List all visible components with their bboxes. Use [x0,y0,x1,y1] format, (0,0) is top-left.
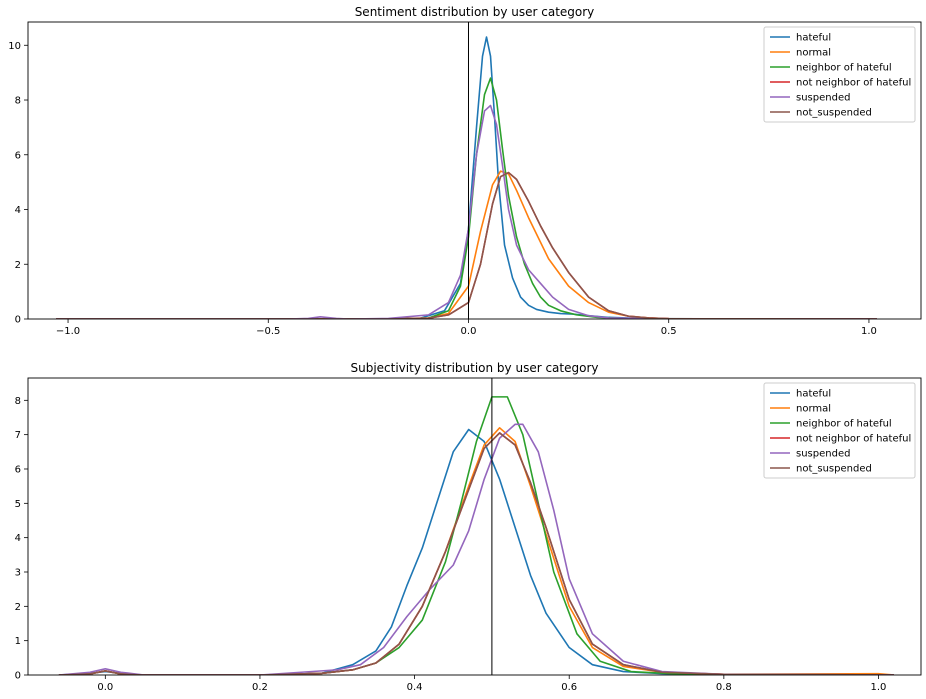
legend-box [763,26,916,123]
x-tick-label: −0.5 [256,326,280,337]
y-tick-label: 2 [15,260,21,271]
y-tick-label: 8 [15,96,21,107]
series-line-suspended [58,423,894,675]
x-tick-label: 0.0 [461,326,477,337]
x-tick-label: 0.0 [97,682,113,693]
series-group [56,36,877,319]
x-tick-label: −1.0 [56,326,80,337]
series-line-hateful [56,36,877,319]
legend-entry: normal [796,48,831,59]
legend: hateful normal neighbor of hateful not neig… [763,26,916,123]
y-tick-label: 0 [15,315,21,326]
y-tick-label: 5 [15,499,21,510]
x-tick-label: 0.2 [252,682,268,693]
legend-entry: normal [796,404,831,415]
y-tick-label: 4 [15,533,21,544]
x-tick-label: 0.4 [407,682,423,693]
axes-frame [27,377,922,676]
y-tick-label: 1 [15,636,21,647]
series-line-suspended [56,104,877,319]
y-tick-label: 7 [15,430,21,441]
x-tick-label: 1.0 [871,682,887,693]
legend-entry: neighbor of hateful [796,63,892,74]
x-tick-label: 0.8 [716,682,732,693]
legend: hateful normal neighbor of hateful not neig… [763,382,916,479]
y-tick-label: 0 [15,671,21,682]
legend-entry: not neighbor of hateful [796,434,911,445]
y-tick-label: 3 [15,567,21,578]
y-tick-label: 2 [15,602,21,613]
y-tick-label: 4 [15,205,21,216]
y-tick-label: 10 [8,41,21,52]
sentiment-panel: Sentiment distribution by user category −… [8,5,922,337]
series-line-normal [58,426,895,675]
legend-entry: not_suspended [796,464,872,475]
legend-entry: neighbor of hateful [796,419,892,430]
series-line-neighbor-of-hateful [56,77,877,319]
legend-entry: suspended [796,449,850,460]
series-line-not-suspended [56,171,877,319]
legend-entry: not_suspended [796,108,872,119]
legend-entry: hateful [796,33,831,44]
x-tick-label: 1.0 [861,326,877,337]
series-line-hateful [58,428,894,675]
chart-title: Sentiment distribution by user category [355,5,595,19]
axes-frame [27,21,922,320]
legend-entry: hateful [796,389,831,400]
legend-box [763,382,916,479]
y-tick-label: 6 [15,150,21,161]
chart-title: Subjectivity distribution by user catego… [350,361,598,375]
legend-entry: not neighbor of hateful [796,78,911,89]
x-tick-label: 0.6 [561,682,577,693]
x-tick-label: 0.5 [661,326,677,337]
legend-entry: suspended [796,93,850,104]
y-tick-label: 6 [15,464,21,475]
subjectivity-panel: Subjectivity distribution by user catego… [15,361,922,693]
y-tick-label: 8 [15,396,21,407]
